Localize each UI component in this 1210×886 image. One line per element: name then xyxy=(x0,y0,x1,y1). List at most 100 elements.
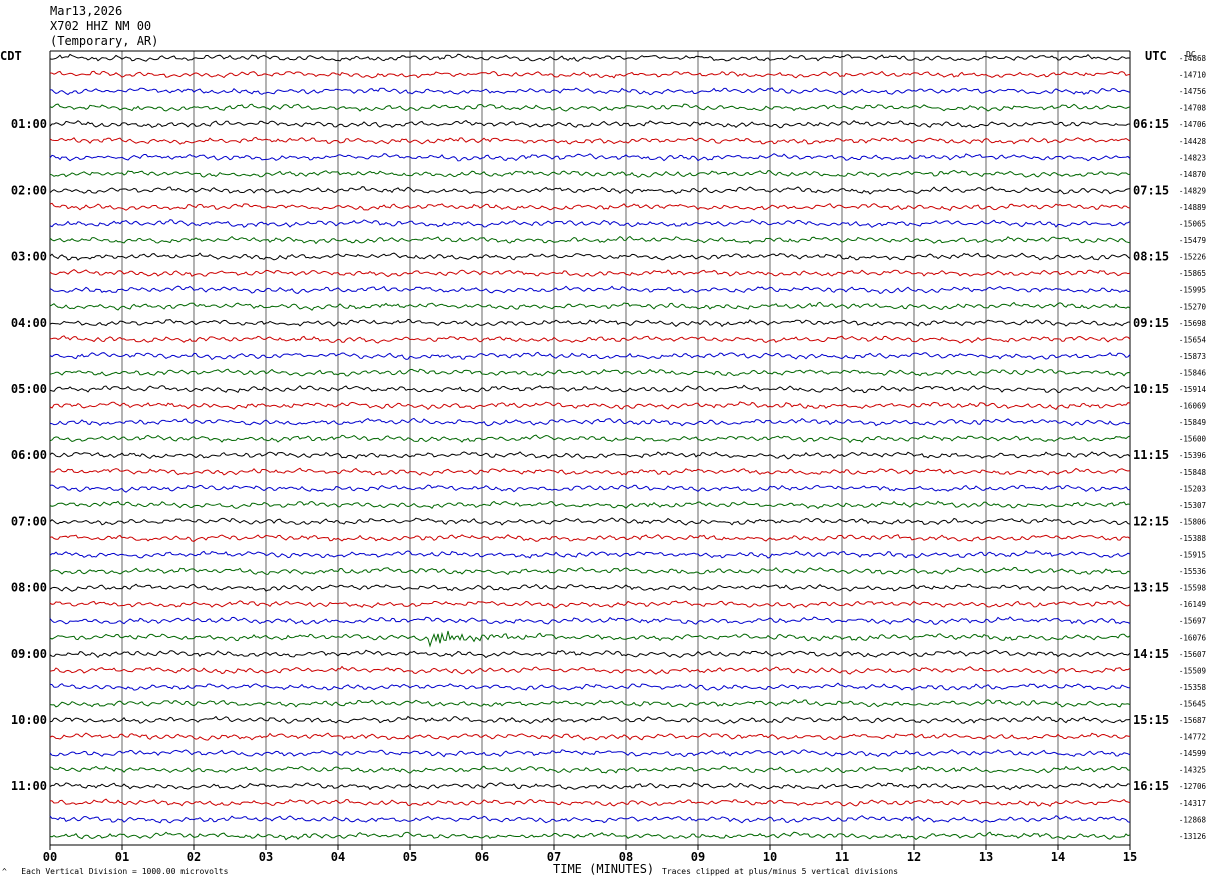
dc-offset-label: -14756 xyxy=(1179,87,1207,96)
seismic-trace xyxy=(49,732,1131,741)
dc-offset-label: -15873 xyxy=(1179,352,1206,361)
seismic-trace xyxy=(49,649,1131,659)
seismic-trace xyxy=(49,517,1131,526)
footer-scale-text: Each Vertical Division = 1000.00 microvo… xyxy=(21,867,229,876)
x-tick-label: 15 xyxy=(1123,850,1137,864)
minute-grid xyxy=(49,50,1131,846)
x-tick-label: 09 xyxy=(691,850,705,864)
seismic-trace xyxy=(49,550,1131,559)
seismic-trace xyxy=(49,384,1131,394)
seismic-trace xyxy=(49,451,1131,460)
seismic-trace xyxy=(49,202,1131,212)
seismic-trace xyxy=(49,401,1131,411)
x-axis-title: TIME (MINUTES) xyxy=(553,862,655,876)
seismic-trace xyxy=(49,219,1131,228)
dc-offset-label: -15848 xyxy=(1179,468,1207,477)
dc-offset-label: -16149 xyxy=(1179,600,1206,609)
dc-offset-label: -15388 xyxy=(1179,534,1207,543)
left-time-label: 05:00 xyxy=(11,382,47,396)
time-labels: 01:00 02:00 03:00 04:00 05:00 06:00 07:00 08:00… xyxy=(11,117,1169,793)
x-tick-label: 01 xyxy=(115,850,129,864)
right-time-label: 13:15 xyxy=(1133,581,1169,595)
seismic-trace xyxy=(49,699,1131,708)
seismic-trace xyxy=(49,252,1131,261)
x-tick-label: 04 xyxy=(331,850,345,864)
x-tick-label: 11 xyxy=(835,850,849,864)
dc-offset-label: -13126 xyxy=(1179,832,1207,841)
dc-offset-label: -12706 xyxy=(1179,782,1207,791)
seismic-trace xyxy=(49,417,1131,427)
dc-header-label: DC xyxy=(1186,50,1196,59)
dc-offset-label: -14708 xyxy=(1179,104,1207,113)
seismic-trace xyxy=(49,765,1131,774)
left-time-label: 03:00 xyxy=(11,250,47,264)
dc-offset-label: -15995 xyxy=(1179,286,1206,295)
x-ticks: 00 01 02 03 04 05 06 07 08 09 10 11 12 13 14 15 xyxy=(43,845,1137,864)
seismic-trace xyxy=(49,335,1131,344)
right-time-label: 06:15 xyxy=(1133,117,1169,131)
left-time-label: 10:00 xyxy=(11,713,47,727)
seismic-trace xyxy=(50,87,1131,96)
dc-offset-label: -15600 xyxy=(1179,435,1207,444)
dc-offset-label: -15598 xyxy=(1179,584,1207,593)
seismic-trace xyxy=(49,53,1131,62)
dc-offset-label: -15607 xyxy=(1179,650,1206,659)
x-tick-label: 03 xyxy=(259,850,273,864)
x-tick-label: 10 xyxy=(763,850,777,864)
station-code: X702 HHZ NM 00 xyxy=(50,19,152,33)
right-time-label: 15:15 xyxy=(1133,713,1169,727)
seismic-trace xyxy=(49,301,1131,311)
dc-offset-label: -16069 xyxy=(1179,402,1206,411)
dc-offset-label: -15065 xyxy=(1179,220,1206,229)
seismic-trace xyxy=(49,630,1131,648)
seismic-trace xyxy=(49,136,1131,145)
left-time-label: 07:00 xyxy=(11,514,47,528)
footer-mark: ^ xyxy=(2,867,7,876)
right-time-label: 09:15 xyxy=(1133,316,1169,330)
dc-offset-label: -14889 xyxy=(1179,203,1206,212)
x-tick-label: 13 xyxy=(979,850,993,864)
left-time-label: 08:00 xyxy=(11,581,47,595)
left-time-label: 11:00 xyxy=(11,779,47,793)
seismic-trace xyxy=(49,169,1131,178)
seismic-trace xyxy=(49,285,1131,294)
dc-offset-label: -16076 xyxy=(1179,633,1207,642)
dc-offset-label: -14317 xyxy=(1179,799,1206,808)
x-tick-label: 14 xyxy=(1051,850,1065,864)
dc-offset-label: -15914 xyxy=(1179,385,1207,394)
x-tick-label: 00 xyxy=(43,850,57,864)
seismic-trace xyxy=(49,782,1131,791)
seismic-trace xyxy=(49,351,1131,361)
dc-offset-label: -15358 xyxy=(1179,683,1207,692)
dc-offset-label: -15697 xyxy=(1179,617,1206,626)
dc-offset-label: -15203 xyxy=(1179,484,1206,493)
left-time-label: 06:00 xyxy=(11,448,47,462)
seismic-trace xyxy=(49,153,1131,162)
dc-offset-label: -14823 xyxy=(1179,153,1206,162)
seismic-trace xyxy=(49,318,1131,328)
dc-offset-label: -15307 xyxy=(1179,501,1206,510)
dc-offset-label: -15479 xyxy=(1179,236,1206,245)
left-time-label: 01:00 xyxy=(11,117,47,131)
x-tick-label: 05 xyxy=(403,850,417,864)
dc-offset-label: -15806 xyxy=(1179,517,1207,526)
seismic-trace xyxy=(49,500,1131,510)
dc-offset-label: -15849 xyxy=(1179,418,1206,427)
seismic-trace xyxy=(49,467,1131,476)
x-tick-label: 12 xyxy=(907,850,921,864)
seismic-trace xyxy=(49,665,1131,675)
dc-offset-label: -14428 xyxy=(1179,137,1207,146)
right-time-label: 07:15 xyxy=(1133,183,1169,197)
right-timezone-label: UTC xyxy=(1145,49,1167,63)
seismic-trace xyxy=(49,484,1131,493)
x-tick-label: 02 xyxy=(187,850,201,864)
dc-offset-label: -15396 xyxy=(1179,451,1207,460)
seismic-trace xyxy=(49,235,1131,245)
right-time-label: 08:15 xyxy=(1133,250,1169,264)
footer-clip-note: Traces clipped at plus/minus 5 vertical … xyxy=(662,867,899,876)
dc-offset-label: -15509 xyxy=(1179,666,1206,675)
dc-offset-label: -15536 xyxy=(1179,567,1207,576)
plot-date: Mar13,2026 xyxy=(50,4,123,18)
seismic-trace xyxy=(49,600,1131,609)
